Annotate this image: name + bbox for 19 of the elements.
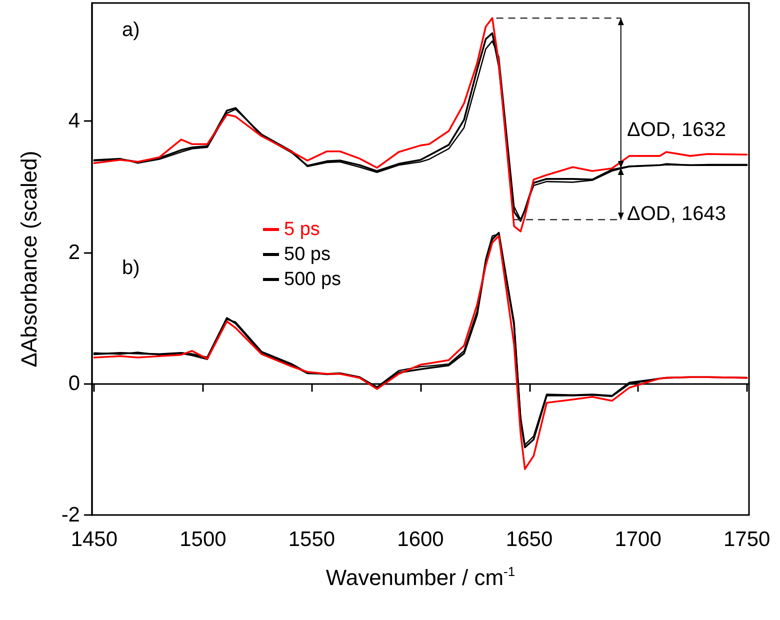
y-tick-label: -2 [61,504,80,526]
y-tick-label: 0 [68,372,80,396]
legend-label: 5 ps [284,219,320,240]
annotation: ΔOD, 1632 [627,119,726,141]
x-tick-label: 1550 [288,528,336,551]
y-tick-label: 2 [68,240,80,264]
legend-label: 500 ps [284,269,342,290]
x-tick-label: 1600 [397,528,444,551]
x-tick-label: 1450 [70,528,118,551]
x-tick-label: 1750 [723,528,770,551]
x-tick-label: 1500 [180,528,226,551]
annotation: a) [122,19,140,41]
x-tick-label: 1700 [614,528,662,551]
y-tick-label: 4 [68,110,80,133]
x-tick-label: 1650 [506,528,553,551]
annotation: ΔOD, 1643 [627,203,726,225]
annotation: b) [122,257,140,279]
legend-label: 50 ps [284,244,330,265]
y-axis-title: ΔAbsorbance (scaled) [16,150,42,368]
